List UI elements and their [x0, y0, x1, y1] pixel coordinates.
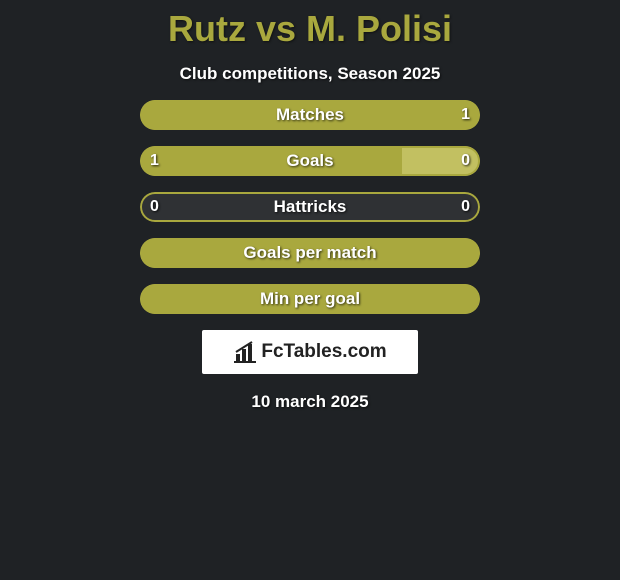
stat-row: Goals per match	[140, 238, 480, 268]
stat-bar: Goals per match	[140, 238, 480, 268]
stat-row: Min per goal	[140, 284, 480, 314]
stat-label: Hattricks	[140, 197, 480, 217]
stat-row: 0 0Hattricks	[140, 192, 480, 222]
stat-bar: 10Goals	[140, 146, 480, 176]
stat-value-left: 0	[150, 198, 159, 216]
page-title: Rutz vs M. Polisi	[168, 8, 452, 50]
stat-bar: 0 0Hattricks	[140, 192, 480, 222]
bar-chart-icon	[233, 341, 257, 363]
stat-bar: Min per goal	[140, 284, 480, 314]
subtitle: Club competitions, Season 2025	[180, 64, 441, 84]
stat-row: 1Matches	[140, 100, 480, 130]
stat-value-right: 1	[461, 106, 470, 124]
stat-value-right: 0	[461, 152, 470, 170]
date-label: 10 march 2025	[251, 392, 368, 412]
logo-text: FcTables.com	[261, 341, 386, 363]
stat-bar: 1Matches	[140, 100, 480, 130]
stats-list: 1Matches10Goals00HattricksGoals per matc…	[140, 84, 480, 314]
logo-box: FcTables.com	[202, 330, 418, 374]
stat-row: 10Goals	[140, 146, 480, 176]
stat-value-left: 1	[150, 152, 159, 170]
comparison-card: Rutz vs M. Polisi Club competitions, Sea…	[0, 0, 620, 412]
stat-value-right: 0	[461, 198, 470, 216]
